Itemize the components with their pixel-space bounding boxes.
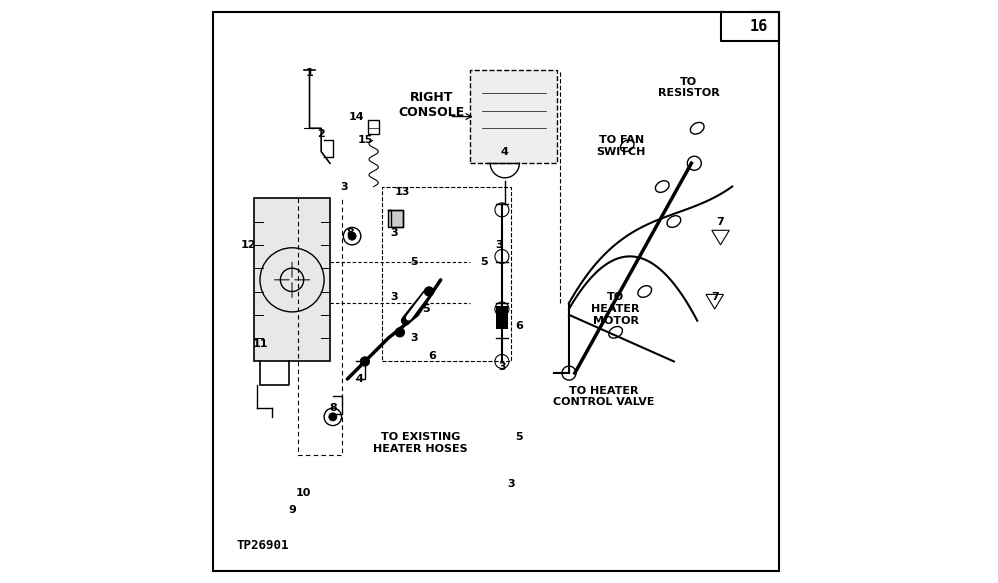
- Text: 5: 5: [516, 432, 523, 442]
- Text: 10: 10: [296, 487, 311, 498]
- Circle shape: [348, 232, 356, 240]
- Text: 5: 5: [410, 257, 418, 268]
- Text: TO
HEATER
MOTOR: TO HEATER MOTOR: [592, 293, 640, 325]
- Text: TO EXISTING
HEATER HOSES: TO EXISTING HEATER HOSES: [373, 432, 468, 454]
- Circle shape: [360, 357, 369, 366]
- Circle shape: [395, 328, 404, 337]
- Text: 3: 3: [340, 181, 348, 192]
- Text: 16: 16: [749, 19, 767, 34]
- Text: 6: 6: [516, 321, 523, 332]
- Text: 13: 13: [395, 187, 410, 198]
- Text: 3: 3: [495, 240, 503, 250]
- Ellipse shape: [609, 326, 623, 338]
- Text: 8: 8: [329, 403, 336, 413]
- Ellipse shape: [621, 140, 634, 152]
- Text: 9: 9: [288, 505, 296, 515]
- Text: 2: 2: [317, 129, 325, 139]
- Circle shape: [562, 366, 576, 380]
- Ellipse shape: [656, 181, 669, 192]
- Circle shape: [424, 287, 434, 296]
- Circle shape: [328, 413, 337, 421]
- Text: 4: 4: [501, 146, 509, 157]
- Text: 15: 15: [357, 135, 372, 145]
- Text: TO FAN
SWITCH: TO FAN SWITCH: [597, 135, 646, 157]
- Bar: [388, 210, 403, 227]
- Text: 3: 3: [498, 362, 506, 373]
- Text: 8: 8: [346, 228, 354, 238]
- Text: 1: 1: [305, 68, 313, 78]
- Text: TP26901: TP26901: [237, 539, 289, 552]
- Bar: [495, 306, 508, 329]
- Text: 7: 7: [711, 292, 719, 303]
- Text: 3: 3: [390, 228, 398, 238]
- Bar: [368, 120, 379, 134]
- Ellipse shape: [667, 216, 681, 227]
- Text: 11: 11: [252, 339, 267, 349]
- Bar: [470, 70, 557, 163]
- Text: 5: 5: [481, 257, 488, 268]
- Text: TO
RESISTOR: TO RESISTOR: [658, 76, 720, 99]
- Ellipse shape: [691, 122, 704, 134]
- Text: 7: 7: [717, 216, 725, 227]
- Text: TO HEATER
CONTROL VALVE: TO HEATER CONTROL VALVE: [553, 385, 655, 408]
- Text: 5: 5: [422, 304, 430, 314]
- Text: 14: 14: [348, 111, 364, 122]
- Text: 3: 3: [410, 333, 418, 343]
- Ellipse shape: [638, 286, 652, 297]
- Circle shape: [688, 156, 702, 170]
- Text: 12: 12: [241, 240, 256, 250]
- Text: 4: 4: [355, 374, 363, 384]
- Bar: [382, 187, 511, 361]
- Text: 3: 3: [390, 292, 398, 303]
- Bar: [254, 198, 330, 361]
- Text: RIGHT
CONSOLE: RIGHT CONSOLE: [399, 91, 465, 119]
- Text: 6: 6: [428, 350, 436, 361]
- Text: 3: 3: [507, 479, 515, 489]
